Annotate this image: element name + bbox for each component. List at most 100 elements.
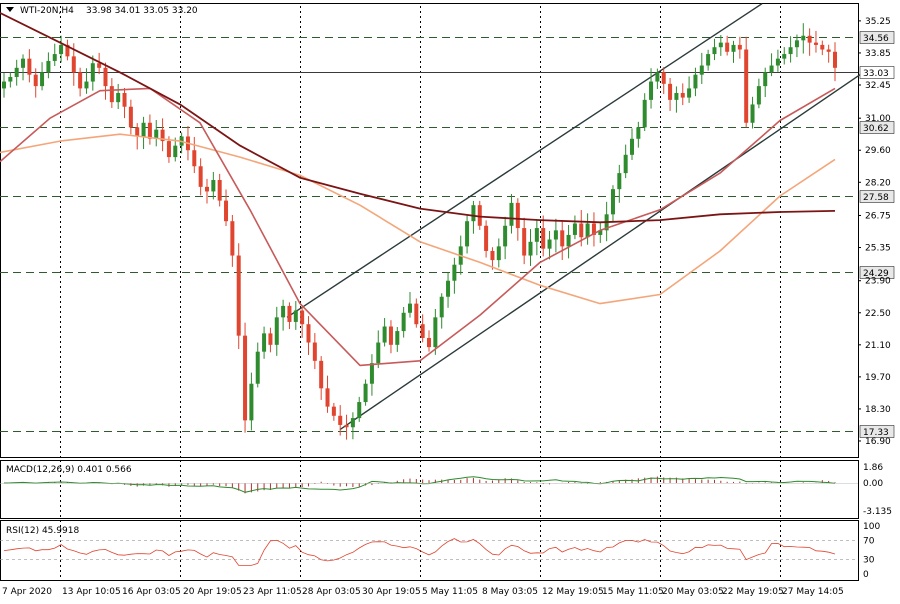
candle-down [813, 42, 818, 45]
candle-up [693, 74, 698, 89]
price-level-tag [859, 266, 895, 279]
channel-trend-line [339, 74, 861, 431]
price-pane-border [0, 3, 859, 458]
candle-down [78, 72, 83, 89]
candle-up [731, 44, 736, 52]
x-axis-tick-label: 27 May 14:05 [782, 587, 844, 597]
axes-layer: 35.25 33.85 32.45 31.00 29.60 28.20 26.75 25.35… [2, 17, 892, 597]
x-axis-tick-label: 8 May 03:05 [482, 587, 538, 597]
price-level-label: 24.29 [863, 269, 889, 279]
candle-up [775, 58, 780, 66]
candle-down [427, 337, 432, 348]
x-axis-tick-label: 30 Apr 19:05 [362, 587, 421, 597]
y-axis-tick-label: 28.20 [865, 178, 891, 188]
candle-up [630, 138, 635, 155]
candle-up [249, 383, 254, 421]
candle-up [46, 60, 51, 73]
candle-up [363, 383, 368, 403]
x-axis-tick-label: 28 Apr 03:05 [302, 587, 361, 597]
candle-up [598, 230, 603, 235]
x-axis-tick-label: 20 May 03:05 [662, 587, 724, 597]
channel-trend-line [286, 3, 763, 318]
candle-up [274, 317, 279, 345]
price-level-label: 34.56 [863, 34, 889, 44]
candle-up [763, 72, 768, 87]
x-axis-tick-label: 7 Apr 2020 [2, 587, 52, 597]
candle-up [534, 228, 539, 242]
candle-down [331, 406, 336, 416]
candle-down [420, 324, 425, 338]
candle-down [224, 200, 229, 222]
candle-up [376, 342, 381, 364]
price-level-label: 27.58 [863, 193, 889, 203]
header-dropdown-icon[interactable] [6, 7, 14, 12]
candle-down [541, 228, 546, 249]
candle-down [204, 186, 209, 192]
candle-down [820, 44, 825, 50]
candle-up [718, 42, 723, 48]
candle-up [382, 326, 387, 343]
candle-down [312, 342, 317, 361]
candle-down [668, 83, 673, 100]
x-axis-tick-label: 12 May 19:05 [542, 587, 604, 597]
candle-up [636, 127, 641, 139]
macd-layer [0, 476, 858, 494]
y-axis-tick-label: 23.90 [865, 277, 891, 287]
x-axis-tick-label: 20 Apr 19:05 [183, 587, 242, 597]
candle-down [579, 223, 584, 238]
candle-up [674, 92, 679, 100]
moving-average-light-line [0, 133, 836, 305]
candle-down [166, 141, 171, 158]
moving-averages-layer [0, 12, 836, 367]
candle-down [344, 424, 349, 428]
y-axis-tick-label: 31.00 [865, 114, 891, 124]
candle-down [300, 310, 305, 325]
candle-up [173, 145, 178, 158]
candle-down [268, 333, 273, 345]
candle-up [769, 65, 774, 73]
macd-pane-border [0, 460, 859, 519]
candle-down [135, 127, 140, 137]
candle-up [52, 54, 57, 61]
candle-down [71, 56, 76, 73]
candle-up [750, 104, 755, 123]
y-axis-tick-label: 21.10 [865, 341, 891, 351]
candle-up [90, 63, 95, 82]
candle-down [737, 44, 742, 50]
price-level-tag [859, 425, 895, 438]
rsi-label: RSI(12) 45.9918 [6, 526, 79, 536]
y-axis-tick-label: 29.60 [865, 146, 891, 156]
macd-label: MACD(12,26,9) 0.401 0.566 [6, 465, 132, 475]
candle-up [369, 363, 374, 384]
x-axis-tick-label: 23 Apr 11:05 [243, 587, 302, 597]
candle-down [147, 122, 152, 139]
chart-header-symbol: WTI-20N,H4 [20, 6, 74, 16]
x-axis-tick-label: 16 Apr 03:05 [122, 587, 181, 597]
y-axis-tick-label: 26.75 [865, 211, 891, 221]
candle-down [160, 129, 165, 142]
candle-down [591, 223, 596, 235]
candle-down [680, 92, 685, 98]
candle-up [553, 230, 558, 240]
candle-down [198, 166, 203, 187]
candle-down [725, 42, 730, 52]
trend-lines-layer [286, 3, 861, 431]
y-axis-tick-label: 22.50 [865, 309, 891, 319]
candle-down [103, 67, 108, 87]
chart-header-ohlc: 33.98 34.01 33.05 33.20 [86, 6, 198, 16]
candle-up [439, 296, 444, 318]
y-axis-tick-label: 16.90 [865, 437, 891, 447]
candle-up [528, 241, 533, 256]
candle-down [833, 51, 837, 68]
candle-up [782, 54, 787, 59]
y-axis-tick-label: 35.25 [865, 17, 891, 27]
candle-up [407, 303, 412, 313]
price-level-tag [859, 121, 895, 134]
candle-up [712, 47, 717, 55]
candle-up [509, 202, 514, 226]
candle-down [744, 49, 749, 123]
candle-up [585, 223, 590, 238]
candle-up [446, 280, 451, 297]
candle-down [122, 92, 127, 107]
